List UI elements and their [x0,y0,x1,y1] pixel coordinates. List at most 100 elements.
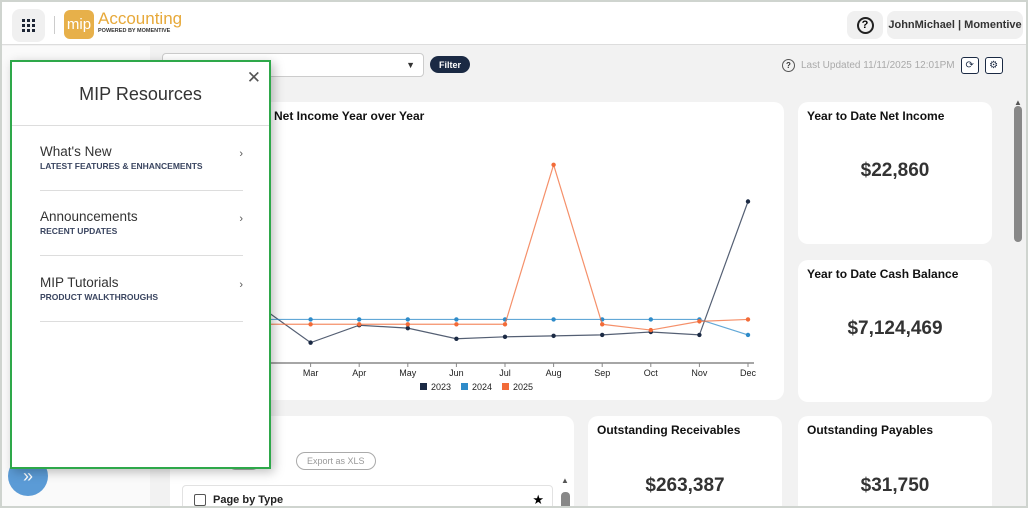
top-header: mip Accounting POWERED BY MOMENTIVE ? Jo… [2,2,1026,45]
data-point-2024 [454,317,459,322]
card-title: Outstanding Receivables [597,423,741,437]
x-tick-label: Nov [691,368,708,378]
data-point-2023 [745,199,751,204]
checkbox[interactable] [194,494,206,506]
legend-label-2023: 2023 [431,382,451,392]
data-point-2025 [600,322,605,327]
series-line-2024 [262,318,749,336]
ytd-cash-card: Year to Date Cash Balance $7,124,469 [798,260,992,402]
legend-swatch-2024 [461,383,468,390]
data-point-2024 [551,317,556,322]
data-point-2023 [697,332,702,338]
last-updated-text: Last Updated 11/11/2025 12:01PM [801,60,955,71]
mip-resources-panel: ✕ MIP Resources What's New LATEST FEATUR… [10,60,271,469]
payables-card: Outstanding Payables $31,750 [798,416,992,506]
x-tick-label: Jul [499,368,511,378]
x-tick-label: May [399,368,417,378]
data-point-2023 [405,325,410,331]
export-xls-button[interactable]: Export as XLS [296,452,376,470]
data-point-2025 [357,322,362,327]
page-scrollbar[interactable]: ▲ [1013,98,1023,506]
x-tick-label: Aug [546,368,562,378]
data-point-2024 [745,332,751,338]
grid-icon [22,19,35,32]
card-value: $31,750 [860,475,930,496]
settings-button[interactable]: ⚙ [984,57,1003,74]
x-tick-label: Oct [644,368,659,378]
x-tick-label: Apr [352,368,366,378]
mip-logo: mip [64,10,94,39]
data-point-2024 [648,317,653,322]
item-title: What's New [40,144,112,159]
resource-item-tutorials[interactable]: MIP Tutorials PRODUCT WALKTHROUGHS › [40,257,243,322]
data-point-2025 [648,327,653,333]
user-menu[interactable]: JohnMichael | Momentive [887,11,1023,39]
item-subtitle: PRODUCT WALKTHROUGHS [40,292,159,302]
line-chart: FebMarAprMayJunJulAugSepOctNovDec2023202… [212,162,757,392]
series-line-2025 [262,162,749,331]
card-value: $263,387 [645,475,725,496]
item-subtitle: RECENT UPDATES [40,226,118,236]
data-point-2025 [745,317,751,322]
legend-label-2025: 2025 [513,382,533,392]
star-icon[interactable]: ★ [532,492,544,506]
data-point-2025 [454,322,459,327]
item-title: Announcements [40,209,138,224]
apps-menu-button[interactable] [12,9,45,42]
card-title: Year to Date Net Income [807,109,945,123]
x-tick-label: Mar [303,368,319,378]
resource-item-announcements[interactable]: Announcements RECENT UPDATES › [40,191,243,256]
data-point-2025 [551,162,556,167]
data-point-2023 [600,332,605,338]
legend-label-2024: 2024 [472,382,492,392]
data-point-2024 [405,317,410,322]
data-point-2025 [308,322,313,327]
app-name: Accounting [98,9,183,28]
panel-title: MIP Resources [79,84,202,104]
card-value: $7,124,469 [847,318,943,339]
x-tick-label: Jun [449,368,464,378]
data-point-2024 [357,317,362,322]
receivables-card: Outstanding Receivables $263,387 [588,416,782,506]
item-subtitle: LATEST FEATURES & ENHANCEMENTS [40,161,203,171]
data-point-2025 [502,322,508,327]
data-point-2025 [405,322,410,327]
last-updated-bar: ? Last Updated 11/11/2025 12:01PM ⟳ ⚙ [782,57,1003,74]
chevron-right-icon: › [239,213,243,225]
item-title: MIP Tutorials [40,275,119,290]
legend-swatch-2025 [502,383,509,390]
refresh-button[interactable]: ⟳ [960,57,979,74]
data-point-2025 [697,319,702,324]
scroll-thumb[interactable] [1014,106,1022,242]
data-point-2023 [454,336,459,341]
caret-down-icon: ▼ [406,60,415,70]
divider [12,125,269,126]
help-icon: ? [856,16,874,34]
chart-title: Net Income Year over Year [274,109,425,123]
close-icon[interactable]: ✕ [246,68,261,87]
x-tick-label: Dec [740,368,757,378]
ytd-net-income-card: Year to Date Net Income $22,860 [798,102,992,244]
x-tick-label: Sep [594,368,610,378]
data-point-2023 [308,340,313,345]
scroll-up-icon[interactable]: ▲ [1014,98,1022,107]
card-title: Year to Date Cash Balance [807,267,959,281]
list-item-label: Page by Type [213,494,284,506]
list-item[interactable]: Page by Type ★ [182,485,553,506]
legend-swatch-2023 [420,383,427,390]
card-title: Outstanding Payables [807,423,934,437]
chevron-right-icon: › [239,148,243,160]
resource-item-whats-new[interactable]: What's New LATEST FEATURES & ENHANCEMENT… [40,126,243,191]
card-value: $22,860 [860,160,930,181]
scroll-up-icon[interactable]: ▲ [561,476,569,485]
help-icon[interactable]: ? [782,59,795,72]
filter-button[interactable]: Filter [430,56,471,73]
data-point-2024 [308,317,313,322]
list-scrollbar[interactable] [561,492,570,506]
help-button[interactable]: ? [847,11,883,39]
data-point-2023 [502,334,508,340]
chevron-right-icon: › [239,279,243,291]
data-point-2023 [551,333,556,339]
powered-by: POWERED BY MOMENTIVE [98,28,171,34]
